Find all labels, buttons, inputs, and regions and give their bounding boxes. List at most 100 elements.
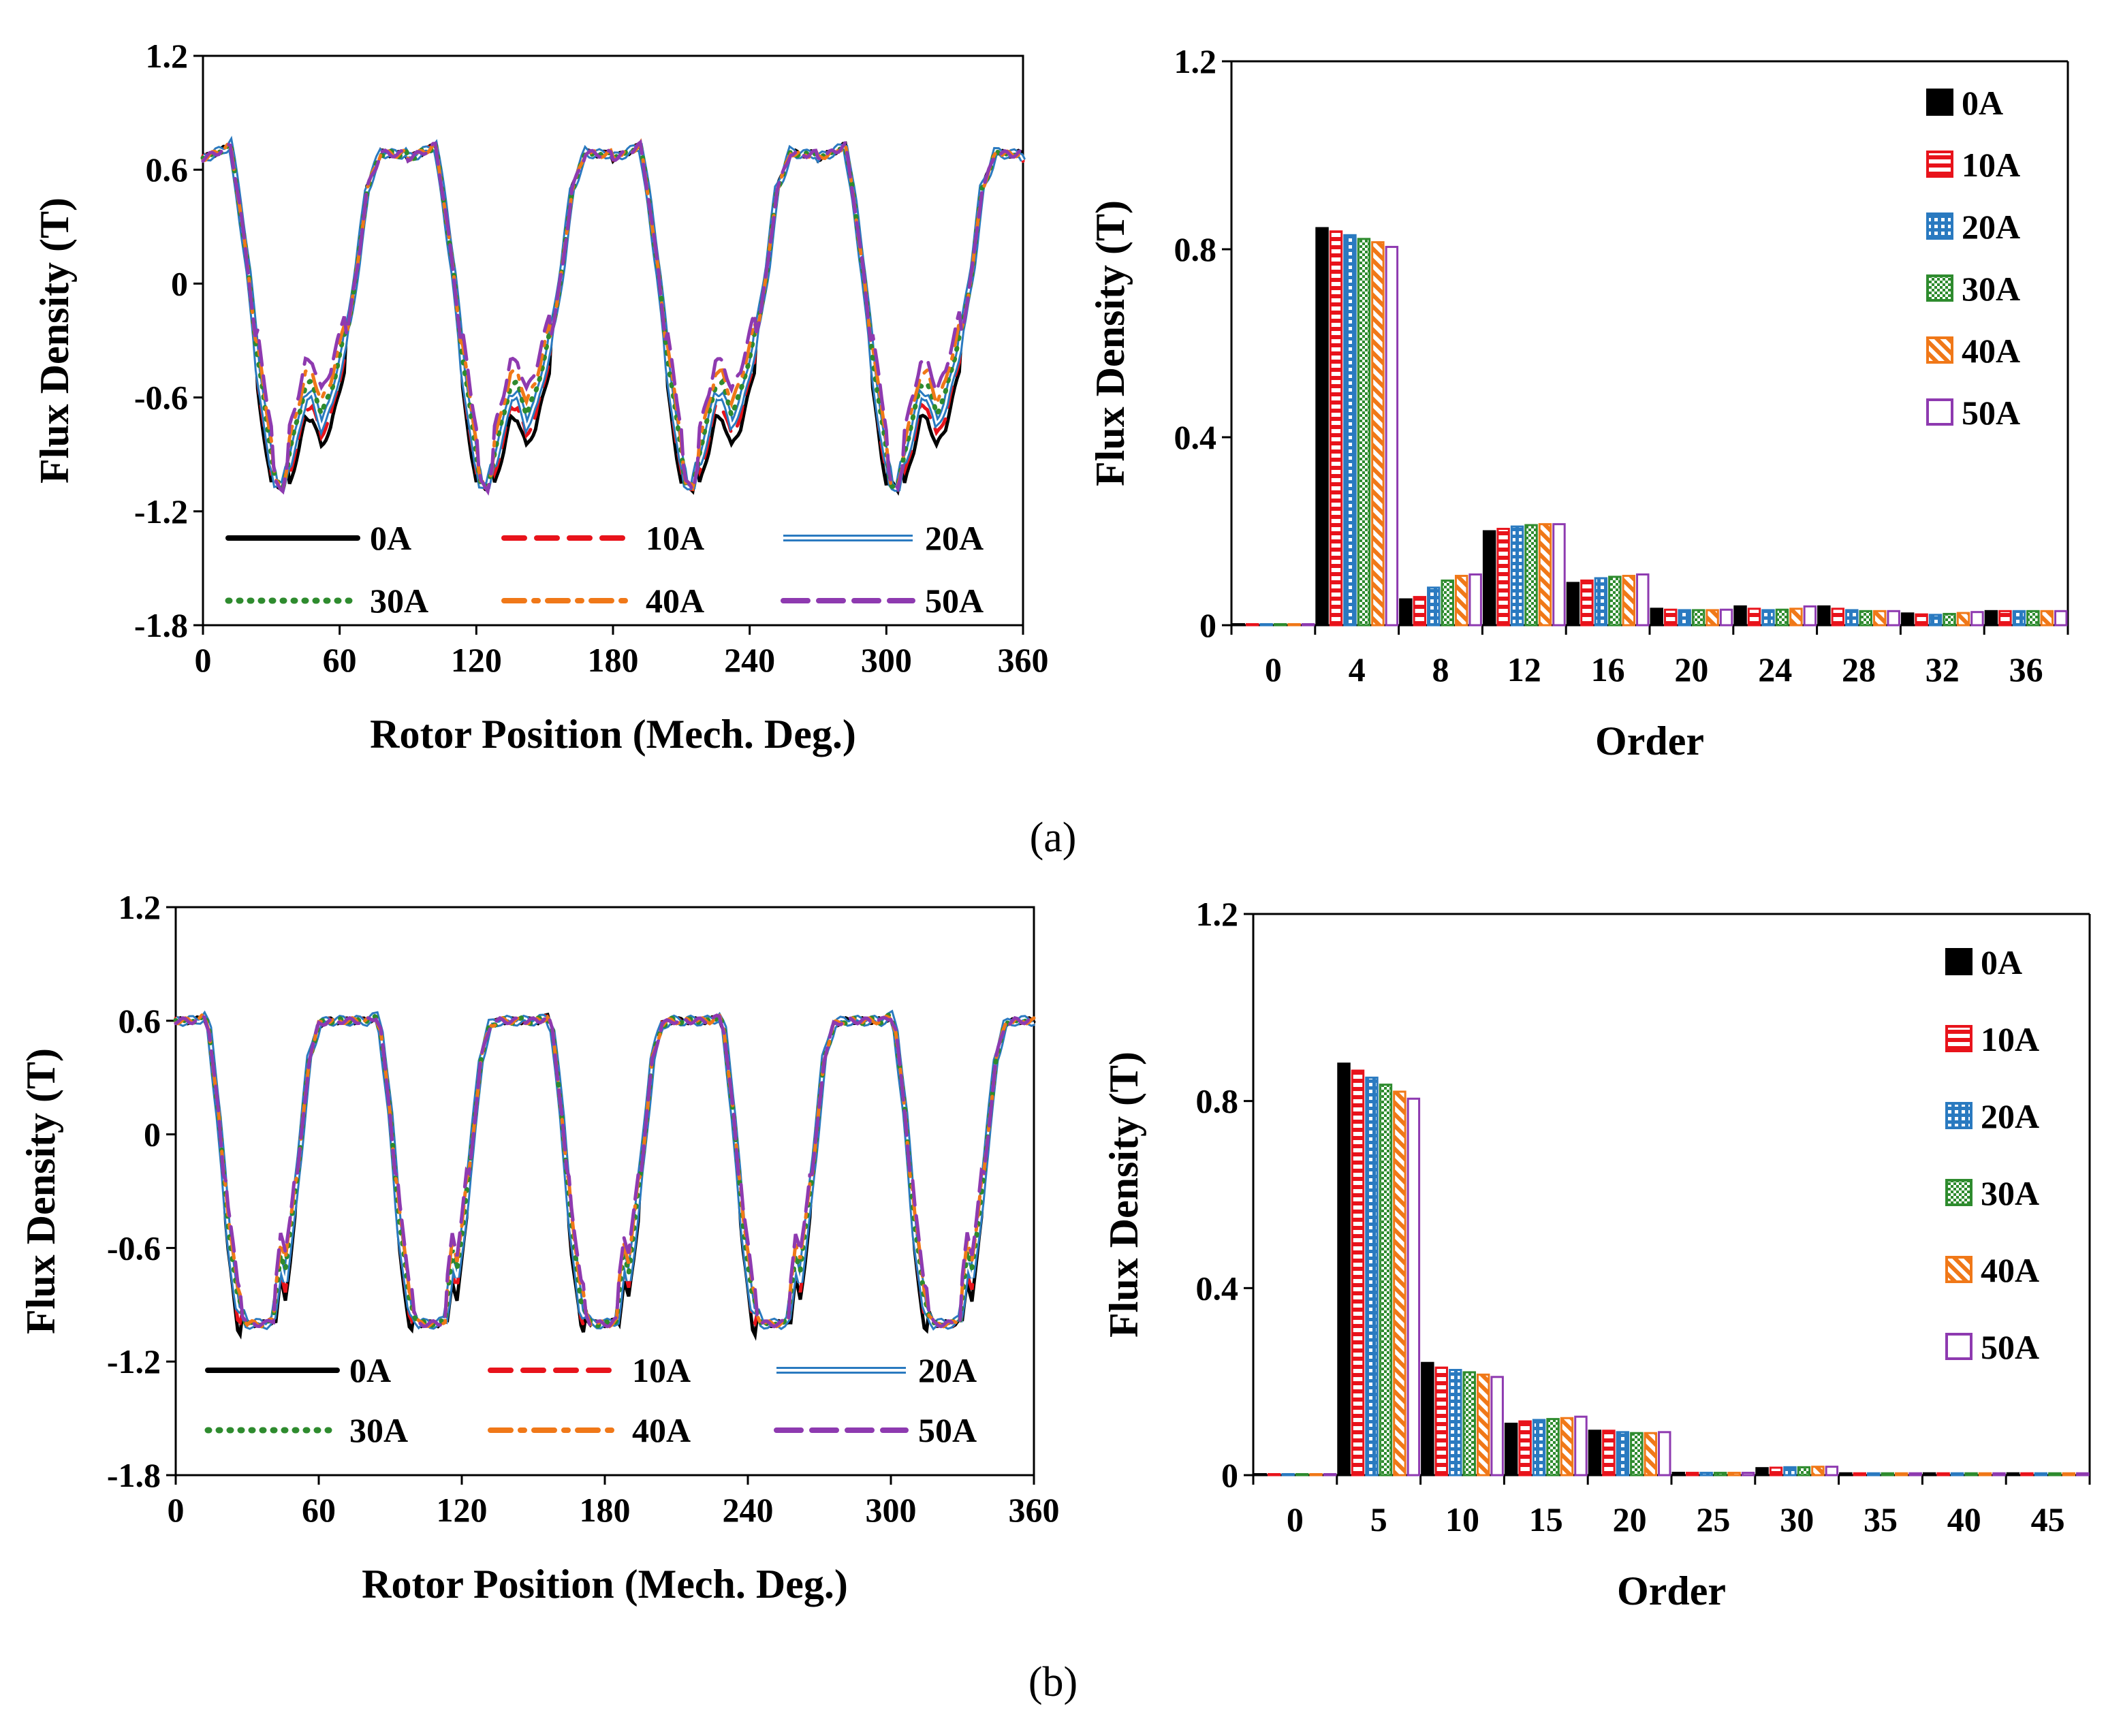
bar-20A-8 [1427,586,1441,627]
legend-swatch-30A [1945,1179,1973,1206]
bar-50A-12 [1552,523,1566,627]
bar-10A-15 [1518,1420,1532,1477]
series-line-0A [174,1012,1036,1341]
legend-label-40A: 40A [632,1411,691,1449]
x-tick-label: 300 [861,641,912,679]
x-tick-label: 5 [1370,1500,1387,1538]
legend-label-10A: 10A [1981,1020,2039,1058]
bar-20A-4 [1343,234,1357,627]
legend-label-0A: 0A [349,1351,391,1389]
bar-40A-5 [1393,1090,1406,1477]
bar-0A-0 [1231,623,1245,627]
bar-10A-45 [2020,1472,2034,1477]
bar-30A-25 [1713,1472,1727,1477]
y-tick-label: 0 [171,264,188,302]
x-axis-label: Rotor Position (Mech. Deg.) [362,1562,848,1607]
bar-10A-0 [1245,623,1259,627]
bar-30A-0 [1295,1473,1309,1477]
bar-40A-24 [1789,607,1803,627]
bar-40A-20 [1706,609,1719,627]
bar-10A-40 [1936,1472,1950,1477]
y-tick-label: 1.2 [1174,42,1217,80]
legend-label-10A: 10A [632,1351,691,1389]
y-tick-label: -1.2 [134,492,188,531]
bar-0A-10 [1421,1361,1434,1477]
x-tick-label: 32 [1926,650,1960,689]
legend-swatch-40A [1945,1256,1973,1283]
bar-0A-40 [1922,1472,1936,1477]
series-line-30A [200,136,1026,495]
y-tick-label: -1.2 [107,1342,161,1380]
bar-30A-20 [1691,609,1706,627]
bar-20A-16 [1594,577,1608,627]
bar-30A-40 [1964,1472,1978,1477]
bar-20A-0 [1259,623,1273,627]
bar-50A-20 [1658,1431,1671,1477]
legend-label-20A: 20A [1981,1097,2039,1135]
bar-20A-15 [1532,1419,1546,1477]
series-line-40A [174,1011,1036,1329]
bar-0A-36 [1984,610,1998,627]
legend-swatch-10A [1945,1025,1973,1052]
legend-swatch-0A [1945,948,1973,975]
legend-label-10A: 10A [646,519,704,557]
bar-50A-0 [1323,1473,1337,1477]
series-line-50A [201,138,1025,496]
bar-30A-10 [1462,1371,1476,1477]
caption-b: (b) [1028,1659,1078,1705]
bar-0A-4 [1315,227,1329,627]
bar-10A-30 [1769,1466,1783,1477]
legend-swatch-20A [1926,212,1953,240]
bar-0A-20 [1588,1430,1602,1477]
y-tick-label: -0.6 [134,379,188,417]
bar-10A-35 [1853,1472,1867,1477]
bar-50A-10 [1490,1376,1504,1477]
bar-40A-25 [1727,1472,1741,1477]
bar-50A-28 [1887,610,1900,627]
bar-0A-25 [1671,1472,1685,1477]
panel-b-spectrum-chart: 0 0.4 0.8 1.2 0 5 10 15 20 25 30 35 40 45 Order Flux De… [1101,895,2091,1613]
bar-10A-36 [1998,610,2012,627]
y-tick-label: 0 [1199,606,1216,644]
bar-50A-25 [1741,1472,1755,1477]
bar-10A-20 [1663,608,1678,627]
bar-30A-5 [1379,1084,1393,1477]
bar-10A-24 [1747,607,1761,627]
y-tick-label: 1.2 [146,37,189,75]
series-line-50A [174,1011,1036,1329]
bar-10A-8 [1413,596,1427,627]
bar-20A-35 [1867,1472,1881,1477]
legend-label-20A: 20A [918,1351,977,1389]
x-tick-label: 10 [1445,1500,1479,1538]
bar-20A-12 [1510,525,1524,627]
bar-0A-35 [1839,1472,1853,1477]
bar-0A-45 [2006,1472,2020,1477]
x-tick-label: 36 [2009,650,2043,689]
bar-40A-40 [1978,1472,1992,1477]
plot-area [174,906,1035,1477]
legend-label-0A: 0A [1981,943,2022,981]
y-axis-label: Flux Density (T) [18,1048,63,1334]
bar-30A-20 [1630,1432,1644,1477]
bar-10A-28 [1831,607,1845,627]
bar-30A-36 [2026,610,2040,627]
bar-50A-4 [1385,246,1399,627]
bar-30A-45 [2048,1472,2062,1477]
bar-30A-32 [1943,612,1956,627]
bar-50A-40 [1992,1472,2006,1477]
bar-20A-25 [1699,1472,1713,1477]
bar-40A-0 [1309,1473,1323,1477]
bar-30A-15 [1546,1418,1560,1477]
series-line-30A [173,1009,1037,1330]
x-tick-label: 25 [1696,1500,1730,1538]
bar-30A-28 [1859,610,1872,627]
panel-b-waveform-chart: 1.20.60-0.6-1.2-1.80 60 120 180 240 300 360Rot… [18,888,1060,1607]
bar-40A-4 [1371,241,1385,627]
bar-20A-5 [1365,1076,1379,1477]
legend-swatch-20A [1945,1102,1973,1129]
x-tick-label: 180 [588,641,639,679]
y-tick-label: 1.2 [1196,895,1239,933]
panel-a-spectrum-chart: 0 0.4 0.8 1.2 0 4 8 12 16 20 24 28 32 36 Order Flux Den… [1088,42,2069,763]
bar-10A-0 [1267,1473,1281,1477]
bar-30A-8 [1441,579,1454,627]
